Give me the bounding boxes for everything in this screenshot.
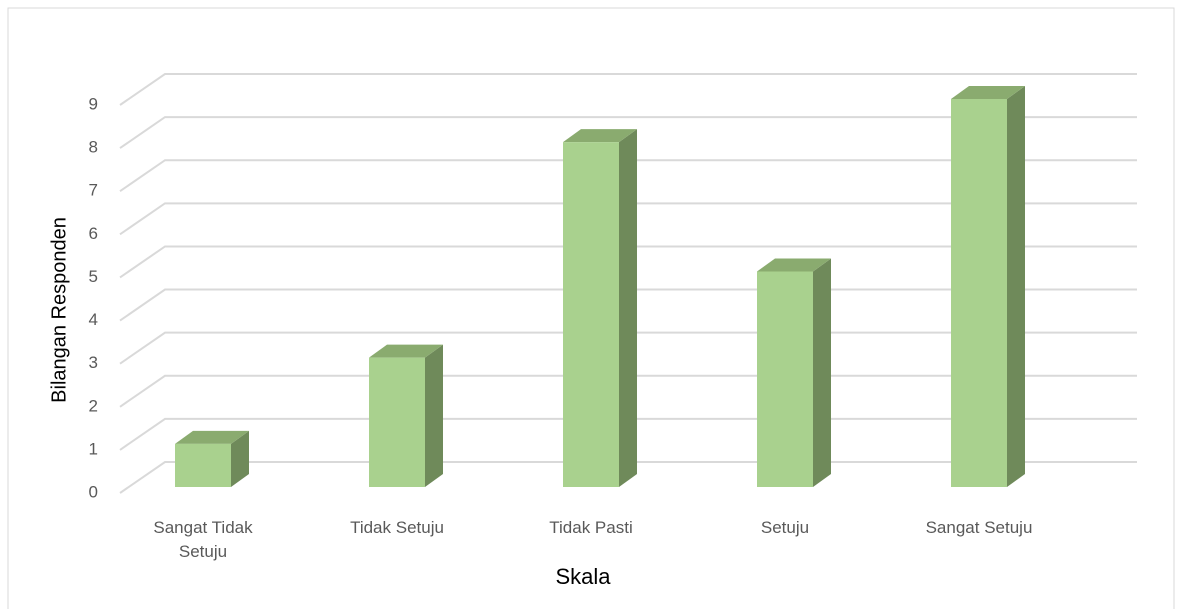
bar-front — [757, 271, 813, 487]
bar-front — [563, 142, 619, 487]
grid-line — [119, 202, 1137, 236]
y-axis-title: Bilangan Responden — [48, 217, 70, 403]
bar-top — [369, 344, 443, 358]
bar-side — [425, 344, 443, 487]
y-tick-label: 2 — [89, 396, 98, 415]
x-axis-title: Skala — [555, 564, 611, 589]
bar — [757, 258, 831, 487]
y-tick-label: 8 — [89, 138, 98, 157]
bar-top — [951, 86, 1025, 99]
x-tick-label: Sangat Tidak Setuju — [153, 518, 253, 561]
x-tick-label: Sangat Setuju — [925, 518, 1033, 537]
x-tick-label: Tidak Pasti — [549, 518, 633, 537]
y-tick-label: 9 — [89, 94, 98, 113]
bar-top — [175, 430, 249, 444]
grid-line — [119, 73, 1137, 106]
y-tick-label: 5 — [89, 267, 98, 286]
y-tick-label: 6 — [89, 224, 98, 243]
bar-top — [563, 129, 637, 143]
bar-side — [231, 430, 249, 487]
grid-line — [119, 159, 1137, 193]
y-tick-label: 0 — [89, 482, 98, 501]
bar — [563, 129, 637, 487]
y-tick-label: 1 — [89, 439, 98, 458]
bar-side — [1007, 86, 1025, 487]
y-tick-label: 4 — [89, 310, 98, 329]
grid-line — [119, 245, 1137, 279]
bar-side — [813, 258, 831, 487]
grid-line — [119, 116, 1137, 149]
bar-front — [175, 443, 231, 487]
y-tick-label: 7 — [89, 181, 98, 200]
x-tick-label: Setuju — [760, 518, 810, 537]
bar-top — [757, 258, 831, 272]
bar-side — [619, 129, 637, 487]
x-tick-label: Tidak Setuju — [350, 518, 444, 537]
bar-front — [951, 99, 1007, 487]
bar — [369, 344, 443, 487]
bar-front — [369, 357, 425, 487]
y-tick-label: 3 — [89, 353, 98, 372]
bar — [175, 430, 249, 487]
bar — [951, 86, 1025, 487]
